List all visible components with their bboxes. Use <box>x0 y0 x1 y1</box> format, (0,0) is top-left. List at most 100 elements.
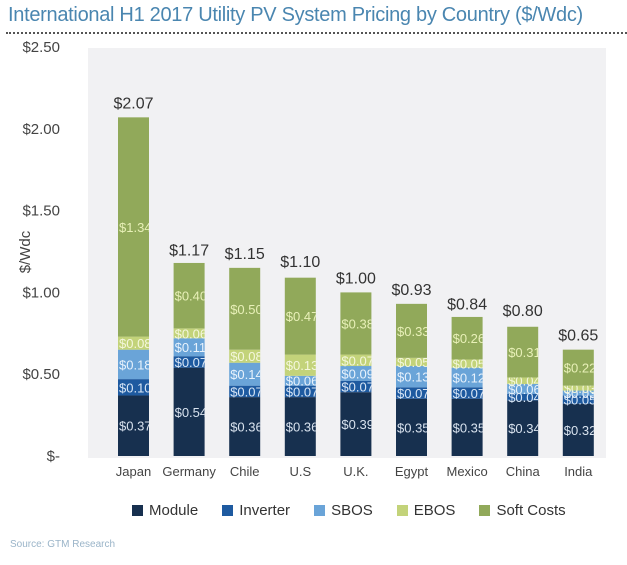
x-tick-label: Germany <box>162 464 216 479</box>
bar-segment-module <box>396 398 427 456</box>
segment-data-label: $0.07 <box>341 353 374 368</box>
bar-segment-module <box>229 397 261 456</box>
total-data-label: $0.93 <box>391 282 431 299</box>
segment-data-label: $0.34 <box>508 421 541 436</box>
bar-segment-ebos <box>340 354 372 367</box>
legend-item-sbos: SBOS <box>314 502 373 519</box>
bar-segment-module <box>118 395 149 456</box>
segment-data-label: $0.35 <box>453 420 486 435</box>
legend-label: Module <box>149 502 199 519</box>
total-data-label: $1.10 <box>280 254 320 271</box>
bar-segment-ebos <box>507 377 539 385</box>
total-data-label: $0.84 <box>447 297 487 314</box>
bar-segment-soft-costs <box>507 326 539 378</box>
bar-segment-inverter <box>507 393 539 401</box>
segment-data-label: $0.18 <box>119 357 152 372</box>
segment-data-label: $0.31 <box>508 345 541 360</box>
segment-data-label: $0.22 <box>564 361 597 376</box>
segment-data-label: $0.07 <box>175 355 208 370</box>
bar-segment-module <box>340 392 372 456</box>
legend-label: EBOS <box>413 502 456 519</box>
bar-segment-ebos <box>284 354 316 376</box>
segment-data-label: $1.34 <box>119 220 152 235</box>
bar-segment-module <box>507 400 539 456</box>
legend-swatch <box>396 505 408 516</box>
bar-segment-inverter <box>118 379 149 396</box>
stacked-bar-chart: $- $0.50 $1.00 $1.50 $2.00 $2.50 $/Wdc $0.37 $0.… <box>17 39 606 479</box>
y-tick-label: $2.50 <box>22 39 60 56</box>
segment-data-label: $0.39 <box>341 417 374 432</box>
bar-segment-sbos <box>340 366 372 381</box>
total-data-label: $0.80 <box>503 303 543 320</box>
bar-segment-sbos <box>118 349 149 380</box>
segment-data-label: $0.05 <box>397 355 430 370</box>
bar-segment-soft-costs <box>173 262 205 329</box>
bar-segment-sbos <box>507 384 539 394</box>
segment-data-label: $0.07 <box>341 379 374 394</box>
segment-data-label: $0.36 <box>230 420 263 435</box>
segment-data-label: $0.50 <box>230 302 263 317</box>
segment-data-label: $0.12 <box>453 370 486 385</box>
segment-data-label: $0.33 <box>397 324 430 339</box>
segment-data-label: $0.07 <box>397 386 430 401</box>
segment-data-label: $0.10 <box>119 380 152 395</box>
segment-data-label: $0.37 <box>119 419 152 434</box>
title-divider <box>6 32 627 34</box>
segment-data-label: $0.38 <box>341 316 374 331</box>
segment-data-label: $0.13 <box>286 358 319 373</box>
segment-data-label: $0.40 <box>175 289 208 304</box>
y-tick-label: $1.50 <box>22 203 60 220</box>
legend-label: Soft Costs <box>496 502 566 519</box>
total-data-label: $1.17 <box>169 243 209 260</box>
bar-segment-inverter <box>173 356 205 368</box>
bar-segment-inverter <box>396 387 427 399</box>
bar-segment-soft-costs <box>229 267 261 350</box>
bar-segment-soft-costs <box>396 303 427 358</box>
x-tick-label: Mexico <box>447 464 488 479</box>
x-tick-label: U.S <box>289 464 311 479</box>
bar-segment-sbos <box>229 362 261 386</box>
bar-segment-module <box>284 397 316 456</box>
bar-segment-ebos <box>562 385 594 391</box>
segment-data-label: $0.36 <box>286 420 319 435</box>
x-tick-label: China <box>506 464 541 479</box>
bar-segment-inverter <box>562 395 594 404</box>
bar-segment-soft-costs <box>118 117 149 337</box>
legend-swatch <box>222 505 234 516</box>
bar-segment-ebos <box>396 357 427 367</box>
bar-segment-inverter <box>284 385 316 398</box>
legend-swatch <box>479 505 491 516</box>
segment-data-label: $0.08 <box>230 349 263 364</box>
bar-segment-ebos <box>451 359 483 368</box>
bar-segment-sbos <box>562 390 594 396</box>
bar-segment-ebos <box>173 328 205 339</box>
bar-segment-sbos <box>284 375 316 386</box>
legend-item-soft-costs: Soft Costs <box>479 502 566 519</box>
bar-segment-sbos <box>396 366 427 388</box>
legend-item-ebos: EBOS <box>396 502 456 519</box>
segment-data-label: $0.09 <box>341 366 374 381</box>
bar-segment-module <box>562 403 594 456</box>
segment-data-label: $0.05 <box>453 357 486 372</box>
x-tick-label: Egypt <box>395 464 429 479</box>
segment-data-label: $0.26 <box>453 331 486 346</box>
bar-segment-inverter <box>451 387 483 399</box>
legend-item-inverter: Inverter <box>222 502 290 519</box>
x-tick-label: U.K. <box>343 464 368 479</box>
total-data-label: $2.07 <box>113 95 153 112</box>
total-data-label: $1.00 <box>336 270 376 287</box>
bar-segment-module <box>173 367 205 456</box>
segment-data-label: $0.35 <box>397 420 430 435</box>
bar-segment-sbos <box>173 338 205 357</box>
total-data-label: $1.15 <box>225 246 265 263</box>
y-tick-label: $2.00 <box>22 121 60 138</box>
bar-segment-soft-costs <box>562 349 594 386</box>
y-tick-label: $- <box>47 448 60 465</box>
legend-item-module: Module <box>132 502 198 519</box>
total-data-label: $0.65 <box>558 328 598 345</box>
segment-data-label: $0.08 <box>119 336 152 351</box>
y-tick-label: $0.50 <box>22 366 60 383</box>
segment-data-label: $0.11 <box>175 340 207 355</box>
legend-swatch <box>132 505 143 516</box>
bar-segment-ebos <box>229 349 261 363</box>
